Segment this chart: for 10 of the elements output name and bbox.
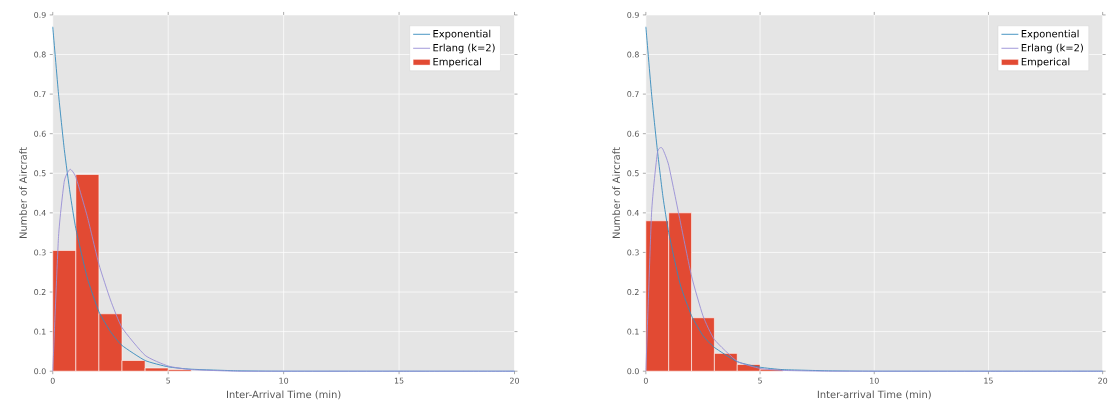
legend-label: Emperical [1021,57,1070,68]
x-axis-title: Inter-arrival Time (min) [817,390,931,400]
legend-label: Exponential [1021,29,1079,40]
x-axis-title: Inter-Arrival Time (min) [227,390,341,400]
legend-label: Erlang (k=2) [1021,43,1083,54]
legend-label: Emperical [433,57,482,68]
y-axis-title: Number of Aircraft [612,147,620,239]
legend-label: Erlang (k=2) [433,43,495,54]
y-axis-title: Number of Aircraft [19,147,27,239]
legend-label: Exponential [433,29,491,40]
